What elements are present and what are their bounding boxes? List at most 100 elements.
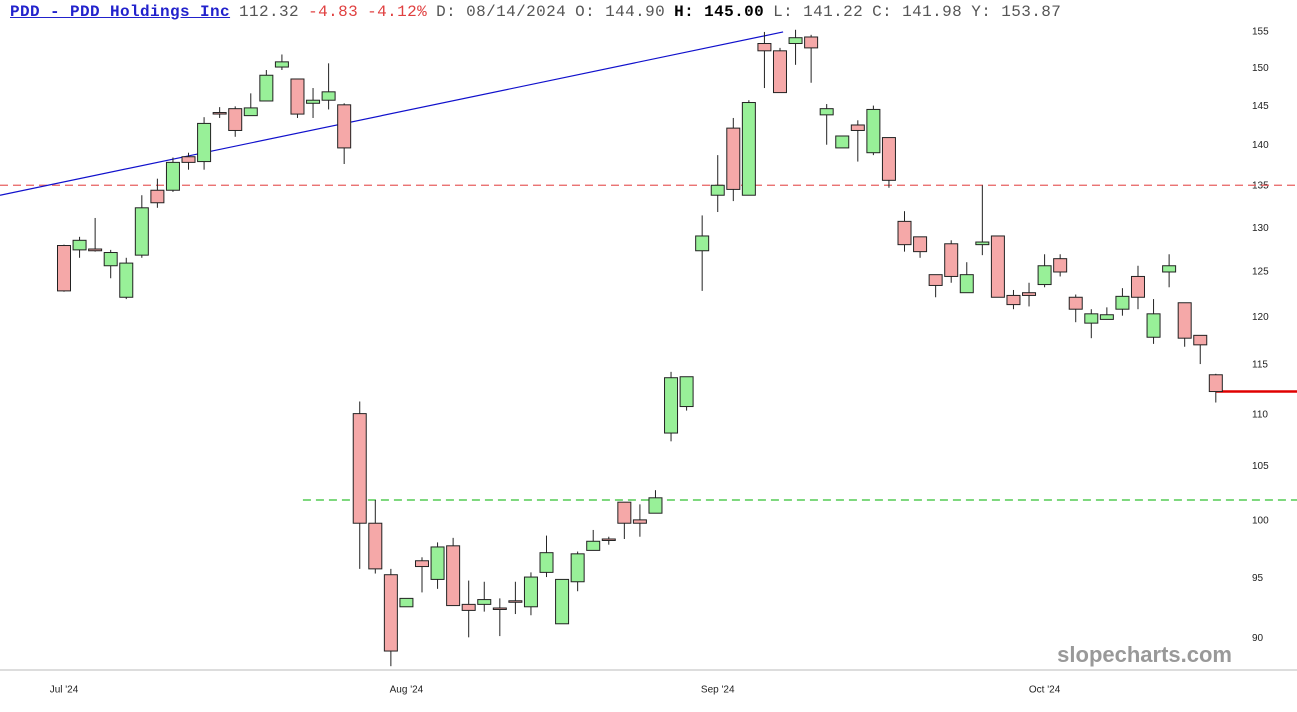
y-tick-label: 95 [1252,573,1264,584]
candle-body [72,239,87,251]
candle-body [913,236,928,253]
candle-body [1208,374,1223,393]
candle-body [508,600,523,603]
x-tick-label: Sep '24 [701,685,735,696]
candle-body [975,241,990,246]
close: C: 141.98 [872,3,963,21]
candle-body [1177,302,1192,339]
candle-body [679,376,694,408]
y-tick-label: 155 [1252,27,1269,38]
candle-body [710,184,725,196]
candle-body [352,413,367,524]
candle-body [632,519,647,524]
candle-body [306,99,321,104]
y-tick-label: 120 [1252,312,1269,323]
candle-body [601,538,616,541]
candle-body [290,78,305,115]
candle-body [492,607,507,610]
candle-body [866,108,881,154]
candle-body [1193,334,1208,346]
candle-body [897,220,912,246]
prev: Y: 153.87 [971,3,1062,21]
candle-body [1006,294,1021,306]
candle-body [88,248,103,252]
x-tick-label: Aug '24 [390,685,424,696]
candle-body [430,546,445,580]
candle-body [944,243,959,277]
y-tick-label: 125 [1252,267,1269,278]
candle-body [695,235,710,252]
candle-body [383,574,398,652]
candle-body [1022,292,1037,296]
trend-line [0,31,784,196]
high: H: 145.00 [674,3,765,21]
y-tick-label: 105 [1252,461,1269,472]
candle-body [461,603,476,611]
candle-body [228,108,243,131]
candle-body [772,50,787,94]
candle-body [1146,313,1161,338]
candle-body [103,252,118,267]
candle-body [741,102,756,196]
candle-body [819,108,834,116]
y-tick-label: 115 [1252,360,1268,371]
change: -4.83 [308,3,359,21]
candle-body [539,552,554,573]
symbol-link[interactable]: PDD - PDD Holdings Inc [10,3,231,21]
candle-body [788,37,803,45]
candle-body [243,107,258,117]
x-tick-label: Jul '24 [50,685,79,696]
candle-body [757,43,772,52]
candle-body [648,497,663,514]
x-tick-label: Oct '24 [1029,685,1061,696]
candle-body [446,545,461,607]
candle-body [881,137,896,181]
candle-body [1037,265,1052,286]
candle-body [212,112,227,115]
y-tick-label: 110 [1252,409,1268,420]
candle-body [850,124,865,131]
candle-body [150,189,165,204]
last-price: 112.32 [239,3,300,21]
y-tick-label: 150 [1252,63,1269,74]
candle-body [57,245,71,292]
candle-body [555,578,570,625]
candle-body [804,36,819,49]
change-pct: -4.12% [367,3,428,21]
candle-body [617,501,632,524]
candle-body [477,599,492,605]
candle-body [337,104,352,149]
date: D: 08/14/2024 [436,3,567,21]
candle-body [181,156,196,163]
candle-body [165,161,180,191]
candle-body [399,597,414,608]
candle-body [1099,314,1114,320]
open: O: 144.90 [575,3,666,21]
candle-body [928,274,943,286]
candle-body [586,540,601,551]
y-tick-label: 100 [1252,516,1269,527]
candle-body [523,576,538,608]
candle-body [119,262,134,298]
candle-body [134,207,149,256]
y-tick-label: 90 [1252,633,1264,644]
candle-body [835,135,850,149]
candle-body [570,553,585,583]
candle-body [321,91,336,101]
candle-body [664,377,679,434]
candle-body [197,122,212,163]
candle-body [1130,275,1145,298]
y-tick-label: 135 [1252,181,1269,192]
y-tick-label: 130 [1252,223,1269,234]
candle-body [726,127,741,190]
y-tick-label: 145 [1252,101,1269,112]
candle-body [990,235,1005,298]
candle-body [1084,313,1099,324]
header: PDD - PDD Holdings Inc 112.32 -4.83 -4.12% D… [10,3,1070,21]
candle-body [259,74,274,102]
y-tick-label: 140 [1252,140,1269,151]
candle-body [959,274,974,294]
candle-body [414,560,429,568]
